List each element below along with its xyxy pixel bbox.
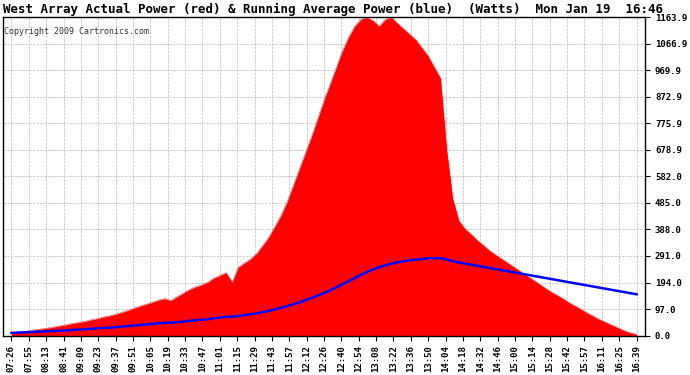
Text: Copyright 2009 Cartronics.com: Copyright 2009 Cartronics.com: [4, 27, 149, 36]
Text: West Array Actual Power (red) & Running Average Power (blue)  (Watts)  Mon Jan 1: West Array Actual Power (red) & Running …: [3, 3, 663, 16]
